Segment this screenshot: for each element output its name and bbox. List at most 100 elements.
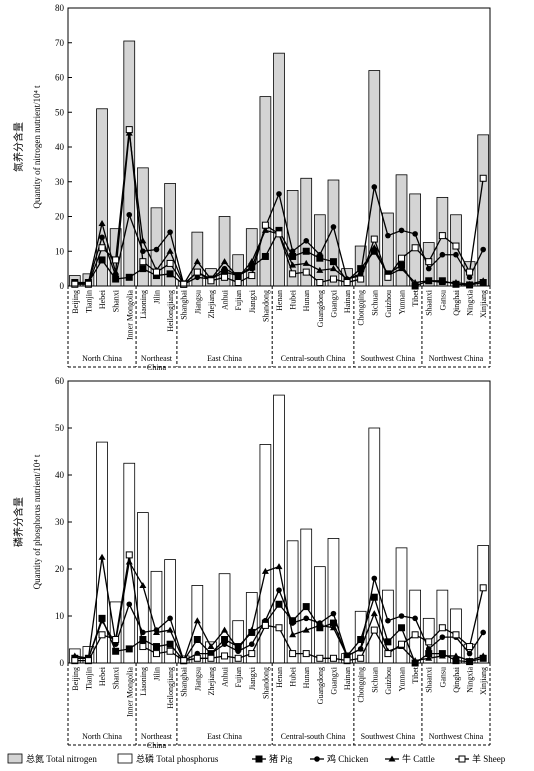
bar bbox=[286, 540, 299, 664]
y-axis-label-cn: 氮养分含量 bbox=[12, 122, 25, 172]
legend-label: 总磷 Total phosphorus bbox=[136, 753, 219, 764]
x-tick-label: Tibet bbox=[411, 289, 420, 306]
x-tick-label: Tianjin bbox=[84, 290, 93, 313]
marker bbox=[180, 657, 188, 665]
marker bbox=[98, 631, 106, 639]
marker bbox=[139, 258, 147, 266]
marker bbox=[193, 654, 201, 662]
marker bbox=[289, 631, 297, 638]
y-tick-label: 10 bbox=[55, 246, 65, 256]
x-tick-label: Jilin bbox=[152, 290, 161, 304]
marker bbox=[152, 268, 160, 276]
x-tick-label: Inner Mongolia bbox=[125, 667, 134, 717]
marker bbox=[248, 650, 256, 658]
marker bbox=[316, 279, 324, 287]
marker bbox=[357, 645, 365, 652]
marker bbox=[167, 615, 173, 622]
bar bbox=[273, 394, 285, 664]
marker bbox=[261, 621, 269, 629]
marker bbox=[140, 248, 146, 255]
marker bbox=[466, 274, 473, 281]
marker bbox=[398, 254, 406, 262]
marker bbox=[98, 553, 106, 560]
x-tick-label: Jiangxi bbox=[248, 666, 257, 690]
region-label: Central-south China bbox=[280, 354, 346, 363]
marker bbox=[425, 258, 433, 266]
marker bbox=[276, 587, 282, 593]
bar bbox=[259, 444, 272, 664]
marker bbox=[303, 238, 310, 244]
marker bbox=[452, 652, 460, 659]
marker bbox=[453, 251, 459, 258]
marker bbox=[316, 621, 324, 628]
x-tick-label: Shanghai bbox=[180, 289, 189, 320]
legend-swatch bbox=[314, 756, 320, 762]
marker bbox=[167, 229, 173, 235]
marker bbox=[289, 261, 297, 268]
x-tick-label: Zhejiang bbox=[207, 667, 216, 695]
marker bbox=[193, 258, 201, 265]
marker bbox=[71, 657, 79, 665]
marker bbox=[479, 584, 487, 592]
y-tick-label: 20 bbox=[55, 564, 65, 574]
marker bbox=[398, 227, 405, 234]
legend-label: 鸡 Chicken bbox=[327, 753, 369, 764]
x-tick-label: Hunan bbox=[302, 290, 311, 311]
x-tick-label: Jiangxi bbox=[248, 289, 257, 313]
x-tick-label: Jilin bbox=[152, 667, 161, 681]
marker bbox=[248, 258, 256, 265]
marker bbox=[480, 246, 486, 253]
y-tick-label: 0 bbox=[60, 658, 65, 668]
marker bbox=[371, 184, 378, 190]
bar bbox=[409, 193, 421, 287]
marker bbox=[411, 279, 419, 286]
y-tick-label: 60 bbox=[55, 73, 65, 83]
marker bbox=[112, 636, 120, 643]
marker bbox=[302, 650, 310, 658]
x-tick-label: Beijing bbox=[71, 667, 80, 691]
marker bbox=[139, 643, 147, 651]
marker bbox=[98, 244, 106, 252]
marker bbox=[289, 650, 297, 658]
x-tick-label: Chongqing bbox=[357, 667, 366, 703]
marker bbox=[275, 230, 283, 238]
marker bbox=[166, 647, 174, 655]
x-tick-label: Shaanxi bbox=[425, 666, 434, 693]
marker bbox=[329, 265, 337, 272]
marker bbox=[234, 273, 242, 280]
marker bbox=[234, 654, 242, 662]
marker bbox=[329, 654, 337, 662]
x-tick-label: Guizhou bbox=[384, 290, 393, 318]
marker bbox=[384, 650, 392, 658]
marker bbox=[439, 634, 446, 640]
marker bbox=[289, 270, 297, 278]
marker bbox=[261, 567, 269, 574]
y-tick-label: 80 bbox=[55, 3, 65, 13]
marker bbox=[317, 251, 323, 258]
x-tick-label: Shanghai bbox=[180, 666, 189, 697]
x-tick-label: Chongqing bbox=[357, 290, 366, 326]
x-tick-label: Hubei bbox=[289, 289, 298, 309]
marker bbox=[452, 631, 460, 639]
y-tick-label: 30 bbox=[55, 177, 65, 187]
x-tick-label: Fujian bbox=[234, 290, 243, 310]
marker bbox=[112, 647, 120, 655]
marker bbox=[329, 258, 337, 266]
x-tick-label: Gansu bbox=[438, 667, 447, 687]
x-tick-label: Guangxi bbox=[329, 666, 338, 694]
x-tick-label: Hainan bbox=[343, 290, 352, 313]
x-tick-label: Anhui bbox=[221, 666, 230, 687]
bar bbox=[327, 538, 340, 664]
x-tick-label: Hainan bbox=[343, 667, 352, 690]
marker bbox=[221, 258, 229, 265]
x-tick-label: Yunnan bbox=[398, 290, 407, 314]
x-tick-label: Tianjin bbox=[84, 667, 93, 690]
marker bbox=[302, 247, 310, 255]
marker bbox=[357, 654, 365, 662]
marker bbox=[479, 277, 487, 284]
marker bbox=[152, 643, 160, 651]
marker bbox=[112, 256, 120, 264]
marker bbox=[302, 259, 310, 266]
x-tick-label: Jiangsu bbox=[193, 290, 202, 314]
marker bbox=[303, 615, 310, 622]
